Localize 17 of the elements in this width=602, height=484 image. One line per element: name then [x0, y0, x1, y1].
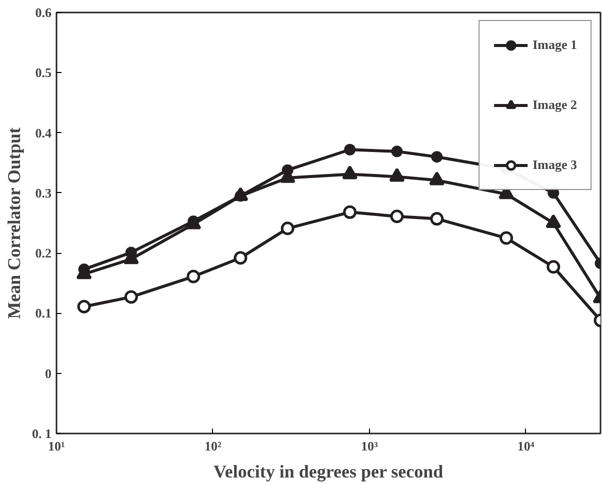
x-tick-label: 10³ [360, 438, 378, 454]
x-axis-title: Velocity in degrees per second [214, 462, 444, 482]
y-axis-title: Mean Correlator Output [4, 128, 24, 319]
y-tick-label: 0 [45, 366, 52, 381]
y-tick-label: 0.3 [35, 185, 52, 200]
y-tick-label: 0. 1 [32, 426, 52, 441]
legend-label: Image 2 [532, 97, 577, 113]
x-tick-label: 10⁴ [517, 438, 534, 454]
legend-label: Image 3 [532, 157, 577, 173]
y-tick-label: 0.6 [35, 5, 52, 20]
legend-label: Image 1 [532, 37, 577, 53]
x-tick-label: 10¹ [48, 438, 66, 454]
x-tick-label: 10² [204, 438, 222, 454]
y-tick-label: 0.2 [35, 246, 52, 261]
y-tick-label: 0.5 [35, 65, 52, 80]
y-tick-label: 0.1 [35, 306, 52, 321]
y-tick-label: 0.4 [35, 125, 52, 140]
